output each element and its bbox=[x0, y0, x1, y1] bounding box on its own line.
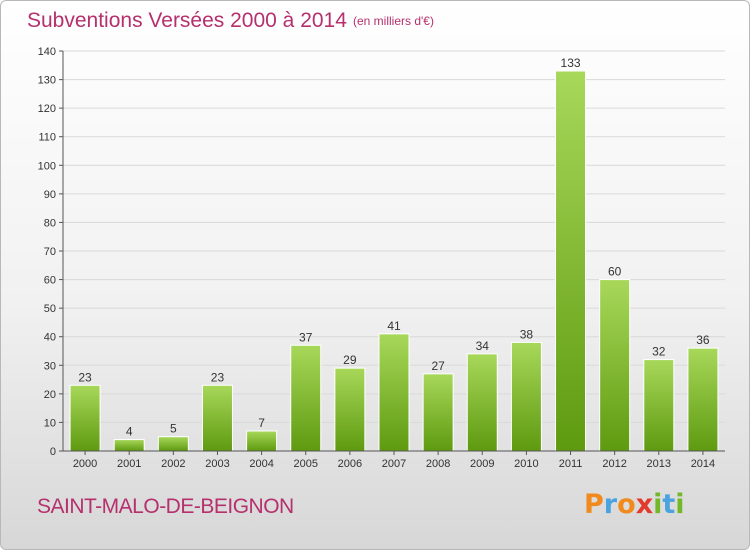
y-tick-label: 20 bbox=[44, 389, 56, 401]
axes: 0 10 20 30 40 50 60 70 80 90 100 110 120 130 140 2000 20… bbox=[38, 46, 725, 470]
data-label: 34 bbox=[476, 339, 490, 353]
x-tick-label: 2007 bbox=[382, 458, 406, 470]
bar bbox=[555, 70, 587, 452]
data-label: 23 bbox=[78, 370, 92, 384]
bar bbox=[599, 279, 631, 452]
x-tick-label: 2012 bbox=[602, 458, 626, 470]
bar bbox=[510, 341, 542, 452]
y-tick-label: 40 bbox=[44, 332, 56, 344]
data-label: 23 bbox=[211, 370, 225, 384]
bar bbox=[466, 353, 498, 452]
bar bbox=[113, 439, 145, 452]
logo-letter: x bbox=[635, 489, 654, 520]
bar bbox=[201, 384, 233, 452]
y-tick-label: 0 bbox=[50, 446, 56, 458]
data-label: 37 bbox=[299, 330, 313, 344]
data-label: 38 bbox=[520, 327, 534, 341]
y-tick-label: 10 bbox=[44, 417, 56, 429]
bars: 23 4 5 23 7 37 29 41 27 34 38 133 60 32 36 bbox=[69, 56, 719, 452]
data-label: 7 bbox=[258, 416, 265, 430]
x-tick-label: 2010 bbox=[514, 458, 538, 470]
x-tick-label: 2013 bbox=[647, 458, 671, 470]
x-tick-label: 2001 bbox=[117, 458, 141, 470]
y-tick-label: 120 bbox=[38, 103, 56, 115]
x-tick-label: 2005 bbox=[293, 458, 317, 470]
x-tick-label: 2003 bbox=[205, 458, 229, 470]
x-tick-label: 2006 bbox=[338, 458, 362, 470]
y-tick-label: 30 bbox=[44, 360, 56, 372]
data-label: 4 bbox=[126, 425, 133, 439]
logo-letter: r bbox=[603, 489, 618, 520]
bar bbox=[334, 367, 366, 452]
bar bbox=[687, 347, 719, 452]
data-label: 41 bbox=[387, 319, 401, 333]
commune-name: SAINT-MALO-DE-BEIGNON bbox=[37, 495, 294, 518]
proxiti-logo: Proxiti bbox=[584, 489, 685, 520]
logo-letter: t bbox=[662, 489, 676, 520]
x-tick-label: 2000 bbox=[73, 458, 97, 470]
logo-letter: i bbox=[675, 489, 685, 520]
x-tick-label: 2002 bbox=[161, 458, 185, 470]
data-label: 5 bbox=[170, 422, 177, 436]
x-tick-label: 2014 bbox=[691, 458, 715, 470]
x-tick-label: 2004 bbox=[249, 458, 273, 470]
logo-letter: o bbox=[617, 489, 636, 520]
data-label: 27 bbox=[431, 359, 445, 373]
y-tick-label: 100 bbox=[38, 160, 56, 172]
data-label: 32 bbox=[652, 345, 666, 359]
bar bbox=[69, 384, 101, 452]
bar bbox=[290, 344, 322, 452]
y-tick-label: 50 bbox=[44, 303, 56, 315]
y-tick-label: 130 bbox=[38, 75, 56, 87]
data-label: 133 bbox=[561, 56, 581, 70]
y-tick-label: 60 bbox=[44, 275, 56, 287]
x-tick-label: 2008 bbox=[426, 458, 450, 470]
data-label: 36 bbox=[696, 333, 710, 347]
logo-letter: i bbox=[653, 489, 663, 520]
y-tick-label: 90 bbox=[44, 189, 56, 201]
y-tick-label: 110 bbox=[38, 132, 56, 144]
x-tick-label: 2011 bbox=[559, 458, 583, 470]
chart-title: Subventions Versées 2000 à 2014 bbox=[27, 9, 347, 32]
y-tick-label: 80 bbox=[44, 217, 56, 229]
bar bbox=[157, 436, 189, 452]
data-label: 60 bbox=[608, 265, 622, 279]
logo-letter: P bbox=[584, 489, 604, 520]
y-tick-label: 70 bbox=[44, 246, 56, 258]
bar bbox=[643, 359, 675, 452]
y-tick-label: 140 bbox=[38, 46, 56, 58]
unit-note: (en milliers d'€) bbox=[353, 14, 434, 28]
data-label: 29 bbox=[343, 353, 357, 367]
bar bbox=[246, 430, 278, 452]
x-tick-label: 2009 bbox=[470, 458, 494, 470]
bar bbox=[422, 373, 454, 452]
bar bbox=[378, 333, 410, 452]
